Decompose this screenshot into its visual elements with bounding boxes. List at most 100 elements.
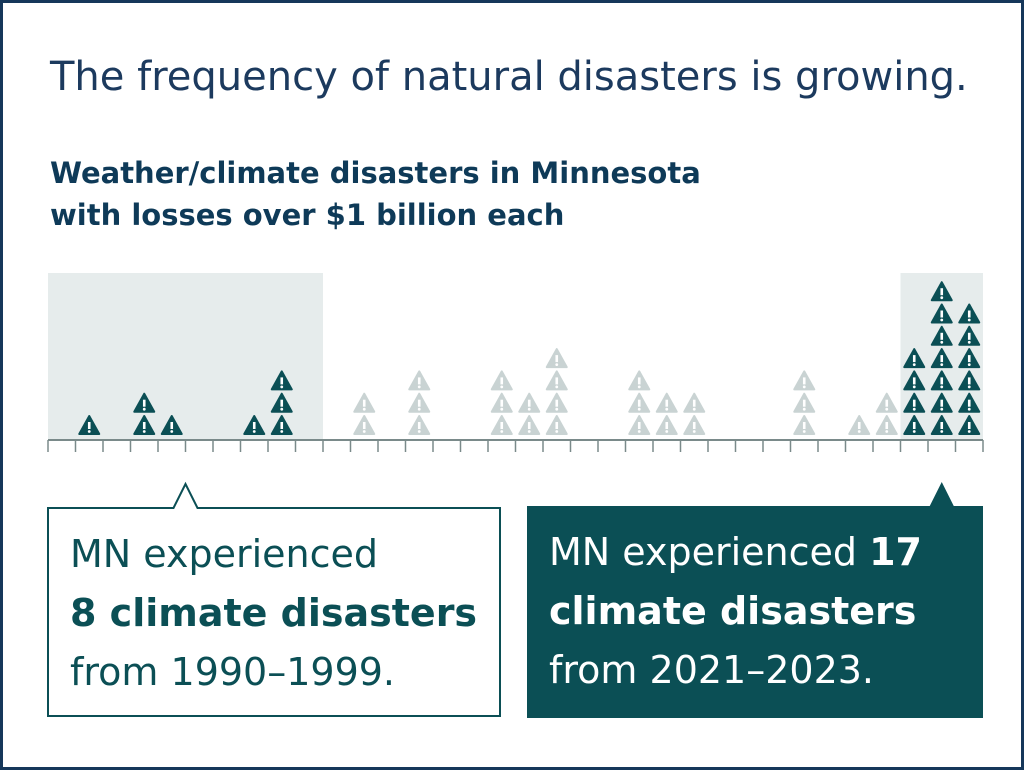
- warning-icon: [518, 415, 541, 435]
- warning-icon: [793, 415, 816, 435]
- icon-dot: [527, 430, 531, 433]
- warning-icon: [408, 392, 431, 413]
- warning-icon: [958, 415, 981, 435]
- icon-mark: [940, 355, 944, 363]
- warning-icon: [270, 370, 293, 391]
- icon-mark: [555, 399, 559, 407]
- title: The frequency of natural disasters is gr…: [50, 54, 968, 100]
- warning-icon: [518, 392, 541, 413]
- callout-text: MN experienced 17 climate disasters from 2…: [549, 523, 922, 700]
- icon-mark: [885, 399, 889, 407]
- icon-dot: [967, 318, 971, 322]
- warning-icon: [930, 370, 953, 391]
- callout-line: from 1990–1999.: [70, 643, 477, 702]
- icon-dot: [555, 385, 559, 389]
- warning-icon: [270, 415, 293, 435]
- icon-dot: [967, 340, 971, 344]
- warning-icon: [683, 392, 706, 413]
- icon-dot: [885, 407, 889, 411]
- icon-dot: [500, 430, 504, 433]
- icon-mark: [940, 332, 944, 340]
- warning-icon: [958, 392, 981, 413]
- icon-mark: [665, 422, 669, 429]
- year-column: [353, 392, 376, 435]
- icon-mark: [802, 377, 806, 385]
- icon-mark: [940, 288, 944, 296]
- icon-dot: [940, 385, 944, 389]
- warning-icon: [490, 415, 513, 435]
- callout-segment: MN experienced: [549, 530, 870, 574]
- warning-icon: [793, 392, 816, 413]
- icon-mark: [665, 399, 669, 407]
- warning-icon: [930, 281, 953, 302]
- callout-line: 8 climate disasters: [70, 584, 477, 643]
- warning-icon: [490, 392, 513, 413]
- icon-dot: [912, 407, 916, 411]
- year-column: [160, 415, 183, 435]
- icon-mark: [142, 422, 146, 429]
- subtitle: Weather/climate disasters in Minnesota: [50, 156, 701, 190]
- warning-icon: [958, 370, 981, 391]
- icon-mark: [252, 422, 256, 429]
- warning-icon: [875, 392, 898, 413]
- icon-dot: [940, 430, 944, 433]
- callout-segment: climate disasters: [549, 589, 917, 633]
- icon-mark: [637, 399, 641, 407]
- icon-mark: [555, 355, 559, 363]
- icon-mark: [802, 399, 806, 407]
- icon-mark: [802, 422, 806, 429]
- icon-dot: [967, 407, 971, 411]
- icon-mark: [940, 399, 944, 407]
- year-column: [270, 370, 293, 435]
- warning-icon: [875, 415, 898, 435]
- callout-segment: MN experienced: [70, 532, 379, 576]
- warning-icon: [243, 415, 266, 435]
- icon-mark: [692, 422, 696, 429]
- year-column: [408, 370, 431, 435]
- warning-icon: [545, 370, 568, 391]
- warning-icon: [133, 392, 156, 413]
- icon-dot: [692, 407, 696, 411]
- icon-dot: [692, 430, 696, 433]
- warning-icon: [270, 392, 293, 413]
- icon-dot: [967, 385, 971, 389]
- icon-dot: [555, 407, 559, 411]
- icon-mark: [417, 422, 421, 429]
- warning-icon: [848, 415, 871, 435]
- icon-mark: [912, 422, 916, 429]
- year-column: [518, 392, 541, 435]
- subtitle: with losses over $1 billion each: [50, 198, 565, 232]
- warning-icon: [903, 415, 926, 435]
- icon-mark: [280, 422, 284, 429]
- icon-dot: [912, 430, 916, 433]
- callout-segment: 17: [869, 530, 922, 574]
- icon-dot: [940, 318, 944, 322]
- year-column: [78, 415, 101, 435]
- warning-icon: [930, 415, 953, 435]
- icon-dot: [665, 430, 669, 433]
- warning-icon: [655, 415, 678, 435]
- icon-dot: [885, 430, 889, 433]
- icon-mark: [967, 422, 971, 429]
- icon-dot: [940, 296, 944, 300]
- icon-mark: [417, 377, 421, 385]
- icon-dot: [802, 430, 806, 433]
- icon-mark: [940, 310, 944, 318]
- warning-icon: [408, 370, 431, 391]
- icon-mark: [170, 422, 174, 429]
- icon-dot: [967, 363, 971, 366]
- callout-box: [47, 481, 501, 717]
- year-column: [875, 392, 898, 435]
- icon-dot: [857, 430, 861, 433]
- icon-dot: [142, 430, 146, 433]
- icon-mark: [967, 355, 971, 363]
- warning-icon: [545, 415, 568, 435]
- icon-dot: [362, 430, 366, 433]
- warning-icon: [930, 348, 953, 369]
- year-column: [903, 348, 926, 435]
- icon-mark: [362, 422, 366, 429]
- warning-icon: [545, 392, 568, 413]
- icon-dot: [637, 430, 641, 433]
- warning-icon: [958, 348, 981, 369]
